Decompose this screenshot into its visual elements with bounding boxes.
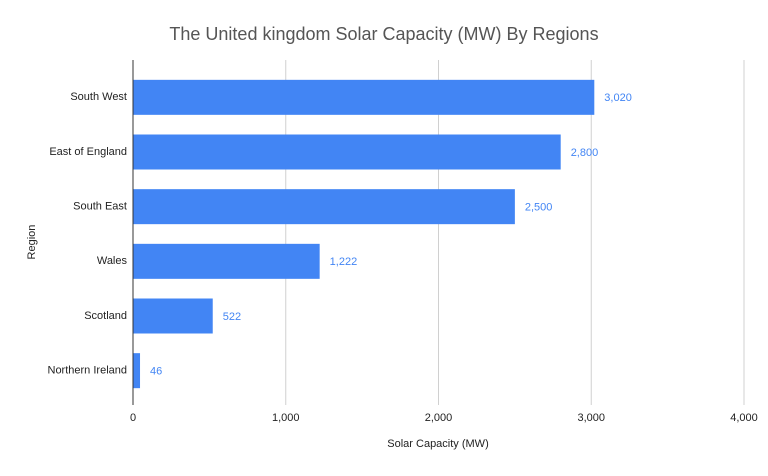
value-label: 1,222 [330,256,358,268]
value-label: 46 [150,366,162,378]
value-label: 522 [223,311,241,323]
value-label: 3,020 [604,92,632,104]
y-axis-label: Region [26,225,38,260]
bar [133,189,515,225]
x-tick-label: 2,000 [425,412,453,424]
x-tick-label: 1,000 [272,412,300,424]
y-tick-label: South West [70,91,127,103]
bar [133,134,561,170]
value-label: 2,500 [525,202,553,214]
y-tick-label: Northern Ireland [48,365,128,377]
bar [133,298,213,334]
chart-title: The United kingdom Solar Capacity (MW) B… [169,24,598,44]
x-tick-label: 3,000 [577,412,605,424]
y-tick-label: East of England [49,146,127,158]
y-tick-label: Wales [97,255,128,267]
x-axis-label: Solar Capacity (MW) [387,438,488,450]
bar [133,353,141,389]
x-tick-label: 4,000 [730,412,758,424]
bar [133,79,595,115]
x-tick-label: 0 [130,412,136,424]
y-tick-label: Scotland [84,310,127,322]
y-tick-label: South East [73,201,127,213]
value-label: 2,800 [571,147,599,159]
bar [133,243,320,279]
